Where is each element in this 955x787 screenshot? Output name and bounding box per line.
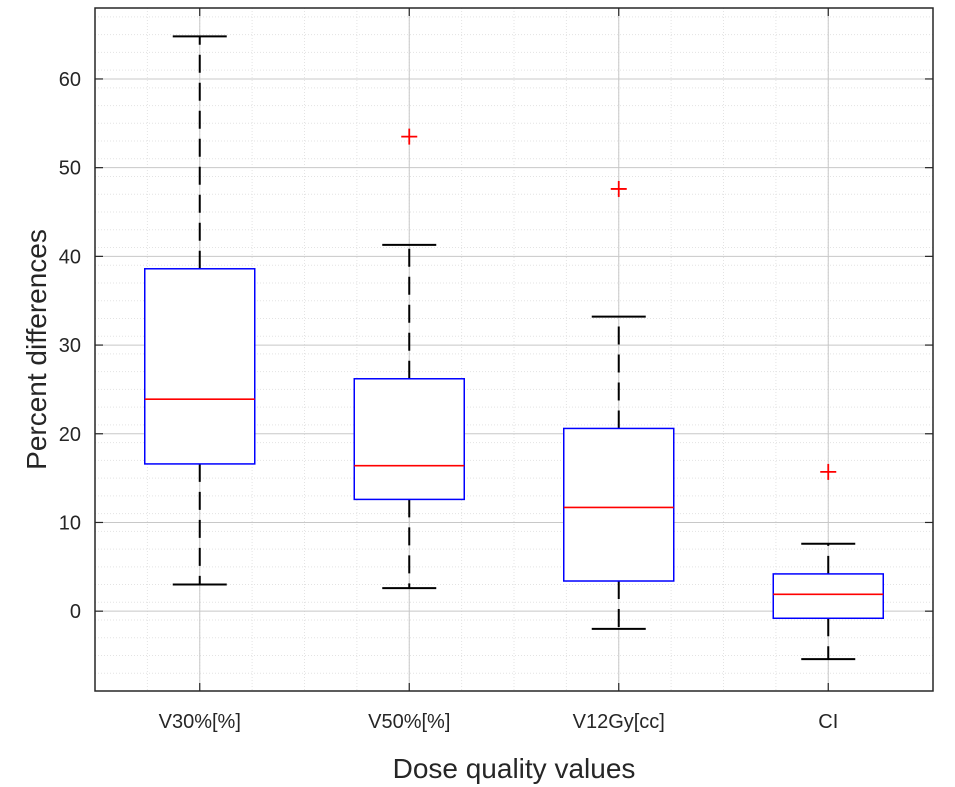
box-V12Gy[cc]	[563, 180, 675, 630]
x-tick-label: V12Gy[cc]	[573, 711, 665, 733]
iqr-box	[353, 378, 465, 501]
x-tick-label: CI	[818, 711, 838, 733]
axis-ticks: 0 10 20 30 40 50 60 V30%[%] V50%[%] V12Gy[cc] CI	[59, 8, 933, 733]
outlier-marker	[401, 128, 418, 145]
y-tick-label: 10	[59, 512, 81, 534]
box-V50%[%]	[353, 128, 465, 590]
iqr-box	[772, 573, 884, 620]
box-series	[144, 35, 884, 661]
iqr-box	[563, 427, 675, 582]
y-tick-label: 50	[59, 158, 81, 180]
x-tick-label: V30%[%]	[159, 711, 241, 733]
box-CI	[772, 463, 884, 661]
iqr-box	[144, 268, 256, 465]
outlier-marker	[820, 463, 837, 480]
y-tick-label: 0	[70, 601, 81, 623]
outlier-marker	[610, 180, 627, 197]
x-axis-title: Dose quality values	[393, 753, 636, 784]
y-tick-label: 20	[59, 424, 81, 446]
y-axis-title: Percent differences	[21, 229, 52, 470]
y-tick-label: 30	[59, 335, 81, 357]
plot-area-frame	[94, 7, 934, 692]
box-V30%[%]	[144, 35, 256, 586]
y-tick-label: 60	[59, 69, 81, 91]
x-tick-label: V50%[%]	[368, 711, 450, 733]
y-tick-label: 40	[59, 246, 81, 268]
